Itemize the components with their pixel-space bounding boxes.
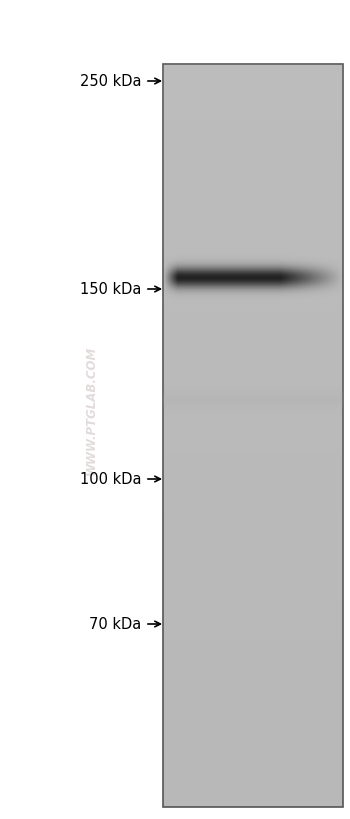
Bar xyxy=(163,491,343,510)
Bar xyxy=(163,566,343,585)
Text: WWW.PTGLAB.COM: WWW.PTGLAB.COM xyxy=(85,345,98,474)
Bar xyxy=(163,770,343,789)
Bar xyxy=(163,306,343,324)
Bar xyxy=(163,399,343,418)
Text: 250 kDa: 250 kDa xyxy=(79,75,141,89)
Bar xyxy=(163,510,343,529)
Bar xyxy=(163,84,343,102)
Bar xyxy=(163,473,343,491)
Bar xyxy=(163,362,343,380)
Bar xyxy=(163,751,343,770)
Bar xyxy=(163,585,343,603)
Bar xyxy=(163,640,343,658)
Bar xyxy=(163,714,343,733)
Bar xyxy=(163,343,343,362)
Bar xyxy=(163,102,343,120)
Bar xyxy=(163,269,343,287)
Bar xyxy=(163,658,343,677)
Bar xyxy=(163,324,343,343)
Bar xyxy=(163,418,343,436)
Bar xyxy=(163,120,343,139)
Bar xyxy=(163,287,343,306)
Text: 150 kDa: 150 kDa xyxy=(80,283,141,297)
Text: 100 kDa: 100 kDa xyxy=(79,472,141,487)
Bar xyxy=(163,695,343,714)
Bar xyxy=(163,251,343,269)
Bar xyxy=(163,139,343,158)
Bar xyxy=(163,603,343,622)
Bar xyxy=(163,622,343,640)
Bar xyxy=(163,158,343,176)
Bar xyxy=(163,380,343,399)
Bar xyxy=(163,455,343,473)
Bar xyxy=(163,529,343,547)
Bar xyxy=(163,436,343,455)
Bar xyxy=(163,65,343,84)
Bar xyxy=(163,195,343,213)
Bar xyxy=(163,176,343,195)
Text: 70 kDa: 70 kDa xyxy=(89,617,141,631)
Bar xyxy=(163,789,343,807)
Bar xyxy=(163,733,343,751)
Bar xyxy=(163,213,343,232)
Bar xyxy=(163,232,343,251)
Bar xyxy=(163,65,343,807)
Bar xyxy=(163,677,343,695)
Bar xyxy=(163,547,343,566)
